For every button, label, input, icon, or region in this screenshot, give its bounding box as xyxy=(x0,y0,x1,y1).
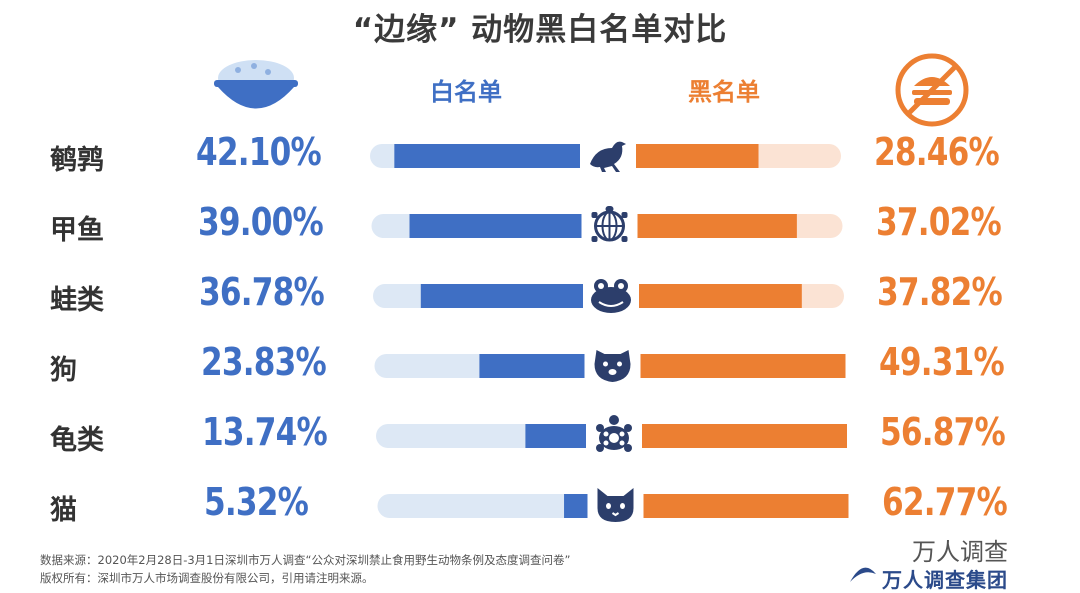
quail-icon xyxy=(590,141,626,172)
blacklist-bar xyxy=(643,494,849,518)
whitelist-bar xyxy=(409,214,582,238)
whitelist-bar xyxy=(525,424,586,448)
blacklist-header: 黑名单 xyxy=(688,78,760,106)
whitelist-value-label: 5.32% xyxy=(203,480,309,524)
whitelist-track xyxy=(377,494,588,518)
whitelist-value-label: 42.10% xyxy=(196,130,322,174)
frog-icon xyxy=(591,279,631,313)
whitelist-header: 白名单 xyxy=(430,78,502,106)
blacklist-value-label: 37.02% xyxy=(875,200,1002,244)
category-label: 鹌鹑 xyxy=(50,145,104,176)
whitelist-value-label: 23.83% xyxy=(200,340,327,384)
rice-bowl-icon xyxy=(208,50,304,124)
blacklist-value-label: 49.31% xyxy=(878,340,1005,384)
bar-row xyxy=(376,415,847,452)
whitelist-value-label: 39.00% xyxy=(197,200,324,244)
blacklist-bar xyxy=(639,284,802,308)
no-food-icon xyxy=(892,50,972,134)
category-label: 甲鱼 xyxy=(50,215,104,246)
blacklist-bar xyxy=(636,144,759,168)
tortoise-icon xyxy=(596,415,632,452)
whitelist-value-label: 36.78% xyxy=(199,270,325,314)
whitelist-bar xyxy=(420,284,583,308)
footer-copyright: 版权所有：深圳市万人市场调查股份有限公司，引用请注明来源。 xyxy=(40,571,374,585)
bar-row xyxy=(373,279,844,313)
whitelist-bar xyxy=(479,354,585,378)
blacklist-value-label: 62.77% xyxy=(881,480,1008,524)
category-label: 龟类 xyxy=(50,425,104,456)
chart-title: “边缘” 动物黑白名单对比 xyxy=(352,12,728,48)
cat-icon xyxy=(597,488,634,522)
category-label: 狗 xyxy=(50,355,77,386)
category-label: 猫 xyxy=(50,495,77,526)
turtle-icon xyxy=(591,206,628,242)
company-logo-icon xyxy=(848,562,878,590)
category-label: 蛙类 xyxy=(50,285,104,316)
watermark-text: 万人调查 xyxy=(912,538,1008,566)
blacklist-value-label: 37.82% xyxy=(877,270,1003,314)
whitelist-bar xyxy=(564,494,588,518)
blacklist-value-label: 28.46% xyxy=(874,130,1000,174)
blacklist-bar xyxy=(642,424,847,448)
blacklist-bar xyxy=(640,354,846,378)
whitelist-value-label: 13.74% xyxy=(202,410,328,454)
bar-row xyxy=(371,206,843,242)
bar-row xyxy=(377,488,849,522)
blacklist-bar xyxy=(637,214,797,238)
footer-source: 数据来源：2020年2月28日-3月1日深圳市万人调查“公众对深圳禁止食用野生动… xyxy=(40,553,571,567)
whitelist-bar xyxy=(394,144,580,168)
bar-row xyxy=(374,350,846,382)
bar-row xyxy=(370,141,841,172)
company-logo-text: 万人调查集团 xyxy=(882,568,1008,592)
blacklist-value-label: 56.87% xyxy=(880,410,1006,454)
dog-icon xyxy=(594,350,631,382)
